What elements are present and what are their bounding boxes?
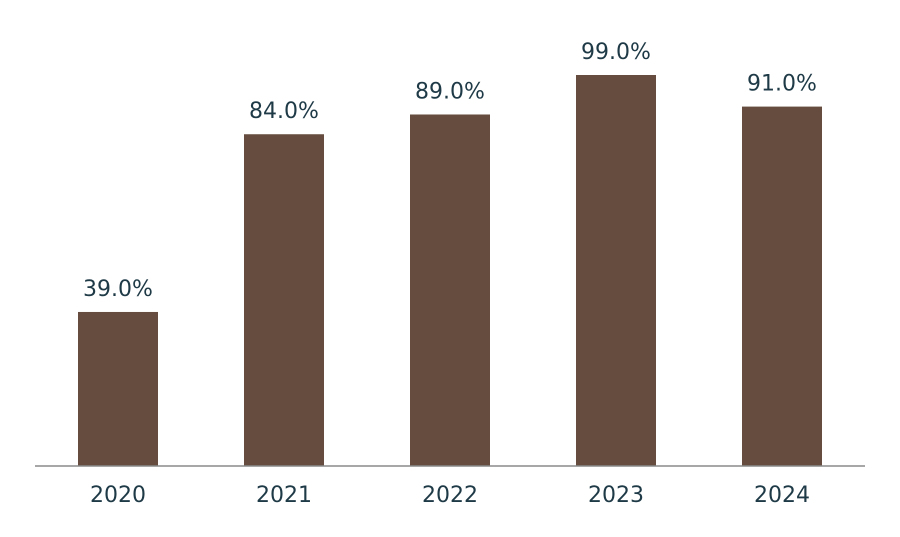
bar-2021 [244,134,324,466]
bar-2024 [742,106,822,467]
bar-2023 [576,75,656,466]
x-tick-label-2023: 2023 [588,483,644,508]
value-label-2022: 89.0% [415,79,485,104]
x-tick-label-2021: 2021 [256,483,312,508]
value-labels-layer: 39.0% 84.0% 89.0% 99.0% 91.0% [83,40,817,302]
bar-2022 [410,114,490,467]
value-label-2020: 39.0% [83,277,153,302]
bars-layer [78,75,822,467]
value-label-2024: 91.0% [747,72,817,97]
value-label-2021: 84.0% [249,99,319,124]
x-tick-label-2022: 2022 [422,483,478,508]
x-tick-label-2020: 2020 [90,483,146,508]
bar-2020 [78,311,158,466]
x-tick-label-2024: 2024 [754,483,810,508]
value-label-2023: 99.0% [581,40,651,65]
x-tick-labels-layer: 2020 2021 2022 2023 2024 [90,483,810,508]
